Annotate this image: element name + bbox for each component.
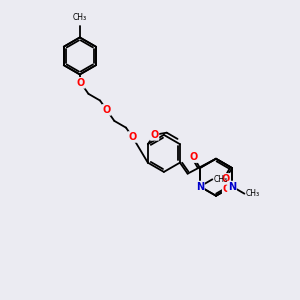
Text: N: N (196, 182, 204, 191)
Text: N: N (228, 182, 236, 191)
Text: O: O (222, 174, 230, 184)
Text: O: O (190, 152, 198, 162)
Text: CH₃: CH₃ (214, 175, 228, 184)
Text: O: O (128, 132, 136, 142)
Text: O: O (103, 105, 111, 115)
Text: CH₃: CH₃ (246, 189, 260, 198)
Text: O: O (223, 184, 231, 194)
Text: CH₃: CH₃ (73, 13, 87, 22)
Text: O: O (150, 130, 158, 140)
Text: O: O (76, 78, 85, 88)
